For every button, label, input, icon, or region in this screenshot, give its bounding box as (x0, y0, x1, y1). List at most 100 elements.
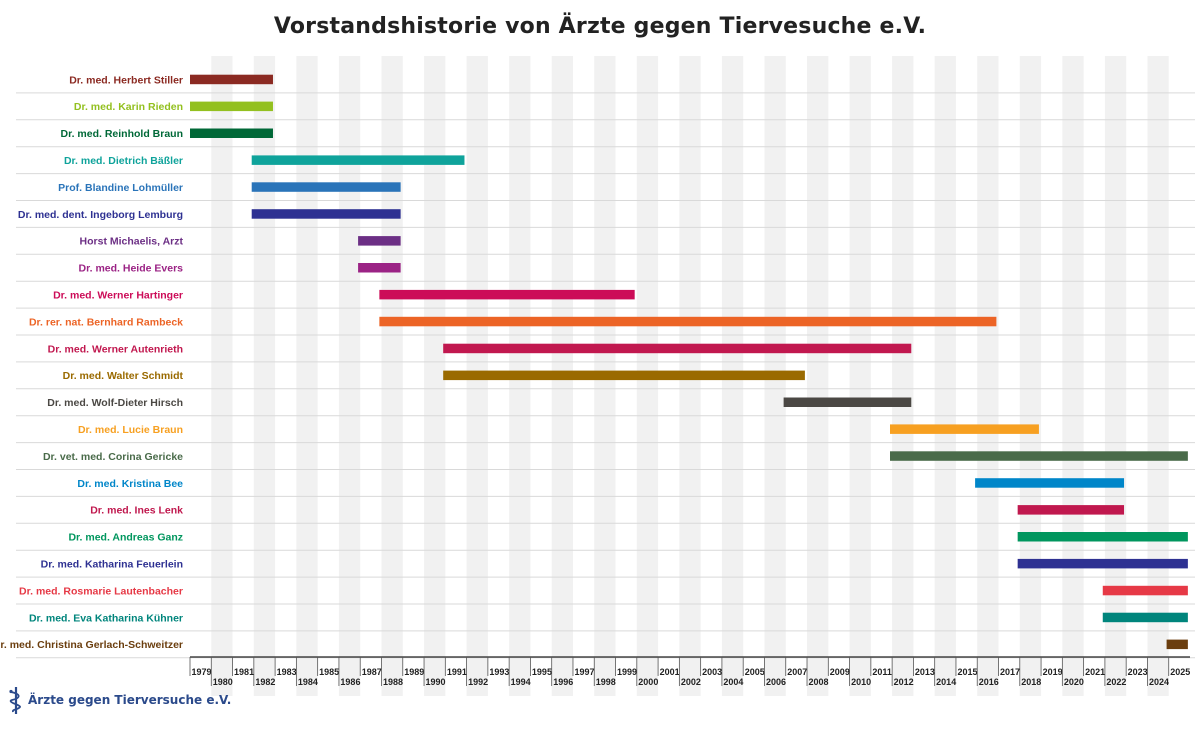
tick-label: 2014 (936, 677, 956, 687)
tick-label: 2019 (1043, 667, 1063, 677)
member-label: Dr. med. Dietrich Bäßler (64, 155, 183, 167)
tick-label: 2020 (1064, 677, 1084, 687)
tick-label: 2001 (660, 667, 680, 677)
grid-band (381, 56, 403, 696)
member-label: Dr. med. Herbert Stiller (69, 74, 183, 86)
tick-label: 2016 (979, 677, 999, 687)
tick-label: 2021 (1085, 667, 1105, 677)
tick-label: 2006 (766, 677, 786, 687)
tick-label: 2025 (1170, 667, 1190, 677)
tick-label: 1983 (277, 667, 297, 677)
tick-label: 1995 (532, 667, 552, 677)
member-label: Dr. med. Walter Schmidt (63, 370, 184, 382)
tenure-bar (190, 101, 273, 112)
member-label: Dr. med. Katharina Feuerlein (41, 558, 183, 570)
tick-label: 1987 (362, 667, 382, 677)
member-label: Dr. med. dent. Ingeborg Lemburg (18, 209, 183, 221)
tick-label: 2010 (851, 677, 871, 687)
member-label: Dr. med. Werner Autenrieth (48, 343, 183, 355)
tick-label: 1979 (192, 667, 212, 677)
tick-label: 2008 (809, 677, 829, 687)
member-label: Dr. med. Heide Evers (79, 263, 184, 275)
tick-label: 1991 (447, 667, 467, 677)
tenure-bar (190, 128, 273, 138)
x-axis: 1979198019811982198319841985198619871988… (189, 656, 1190, 687)
tenure-bar (1017, 532, 1188, 542)
member-label: Dr. med. Reinhold Braun (60, 128, 183, 140)
member-label: Dr. med. Werner Hartinger (53, 289, 183, 301)
tenure-bar (379, 289, 635, 300)
member-label: Dr. med. Ines Lenk (90, 505, 183, 517)
tenure-bar (1102, 612, 1188, 623)
logo-text: Ärzte gegen Tierversuche e.V. (28, 693, 232, 707)
tick-label: 1984 (298, 677, 318, 687)
member-label: Prof. Blandine Lohmüller (58, 182, 183, 194)
tick-label: 1986 (340, 677, 360, 687)
tenure-bar (358, 263, 401, 273)
tick-label: 2000 (638, 677, 658, 687)
tenure-bar (783, 397, 912, 407)
grid-band (892, 56, 914, 696)
member-label: Dr. med. Rosmarie Lautenbacher (19, 585, 183, 597)
tick-label: 1989 (404, 667, 424, 677)
grid-band (849, 56, 871, 696)
tenure-bars (190, 74, 1188, 650)
grid-band (1062, 56, 1084, 696)
tick-label: 1998 (596, 677, 616, 687)
grid-band (253, 56, 276, 696)
tick-label: 1997 (574, 667, 594, 677)
tick-label: 1992 (468, 677, 488, 687)
member-label: Dr. med. Eva Katharina Kühner (29, 612, 183, 624)
tick-label: 1982 (255, 677, 275, 687)
tick-label: 1988 (383, 677, 403, 687)
tenure-bar (443, 370, 805, 381)
member-label: Dr. med. Christina Gerlach-Schweitzer (0, 639, 183, 651)
tick-label: 2012 (894, 677, 914, 687)
tick-label: 1996 (553, 677, 573, 687)
tenure-bar (890, 451, 1188, 461)
tick-label: 2024 (1149, 677, 1169, 687)
tenure-bar (1166, 639, 1188, 650)
tenure-bar (251, 209, 401, 219)
tick-label: 2017 (1000, 667, 1020, 677)
tick-label: 1985 (319, 667, 339, 677)
grid-band (807, 56, 829, 696)
tick-label: 2002 (681, 677, 701, 687)
grid-band (424, 56, 446, 696)
tick-label: 2013 (915, 667, 935, 677)
tenure-bar (443, 343, 912, 354)
tenure-bar (975, 478, 1125, 488)
member-label: Dr. med. Andreas Ganz (68, 532, 183, 544)
tenure-bar (1017, 558, 1188, 569)
grid-band (1019, 56, 1042, 696)
tick-label: 2011 (872, 667, 892, 677)
chart-title: Vorstandshistorie von Ärzte gegen Tierve… (273, 14, 927, 39)
tick-label: 2003 (702, 667, 722, 677)
member-label: Dr. rer. nat. Bernhard Rambeck (29, 316, 183, 328)
tenure-bar (358, 236, 401, 246)
aesculapian-staff-icon (9, 687, 21, 714)
tenure-bar (1102, 585, 1188, 596)
tenure-bar (190, 74, 273, 85)
tick-label: 2015 (957, 667, 977, 677)
tick-label: 1999 (617, 667, 637, 677)
tick-label: 2004 (723, 677, 743, 687)
tick-label: 1980 (213, 677, 233, 687)
tick-label: 2022 (1106, 677, 1126, 687)
tenure-bar (1017, 505, 1125, 515)
organization-logo: Ärzte gegen Tierversuche e.V. (8, 684, 231, 716)
grid-band (338, 56, 361, 696)
member-labels: Dr. med. Herbert Stiller Dr. med. Karin R… (0, 74, 184, 651)
tick-label: 2023 (1128, 667, 1148, 677)
tick-label: 1993 (489, 667, 509, 677)
tick-label: 2009 (830, 667, 850, 677)
grid-band (934, 56, 956, 696)
tenure-bar (379, 316, 997, 327)
tick-label: 2005 (745, 667, 765, 677)
member-label: Dr. med. Wolf-Dieter Hirsch (47, 397, 183, 409)
tenure-bar (251, 182, 401, 192)
grid-band (211, 56, 233, 696)
member-label: Dr. med. Kristina Bee (77, 478, 183, 490)
grid-band (977, 56, 999, 696)
